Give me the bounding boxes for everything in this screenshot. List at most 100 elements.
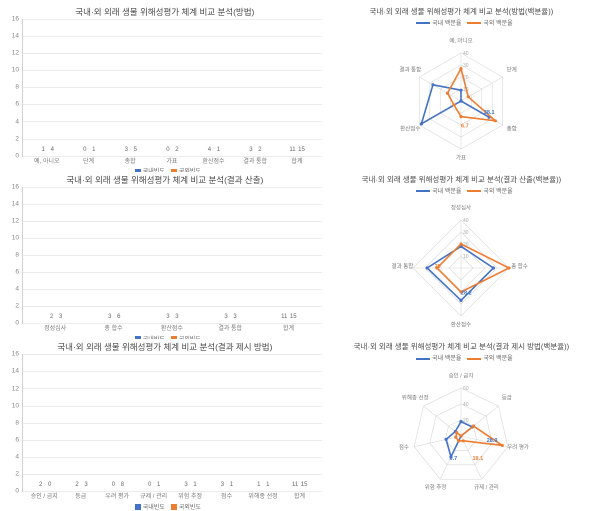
- radar-value-label: 6.7: [450, 456, 458, 462]
- bar-value-label: 1: [42, 147, 45, 153]
- y-tick-label: 12: [12, 217, 19, 224]
- radar-value-label: 38.1: [484, 110, 495, 116]
- radar-plot: 204060승인 / 금지등급우려 평가규제 / 관리위험 추정점수위해종 선정…: [330, 362, 593, 502]
- bar-value-label: 1: [92, 147, 95, 153]
- y-tick-label: 10: [12, 402, 19, 409]
- radar-axis-label: 규제 / 관리: [474, 483, 499, 491]
- plot-area: 0246810121416233633331115: [22, 187, 322, 325]
- bar-value-label: 2: [39, 482, 42, 488]
- bar-value-label: 1: [217, 147, 220, 153]
- chart-title: 국내·외 외래 생물 위해성평가 체계 비교 분석(결과 제시 방법(백분율)): [330, 339, 593, 353]
- bar-chart-panel: 국내·외 외래 생물 위해성평가 체계 비교 분석(방법)02468101214…: [4, 4, 326, 168]
- y-tick-label: 12: [12, 385, 19, 392]
- y-tick-label: 8: [15, 419, 19, 426]
- bar-value-label: 5: [134, 147, 137, 153]
- radar-plot: 10203040예, 아니오단계총합가표환산점수결과 통합38.16.7: [330, 27, 593, 167]
- bar-value-label: 11: [292, 482, 298, 488]
- radar-legend: 국내 백분율국외 백분율: [330, 353, 593, 362]
- bar-value-label: 3: [184, 482, 187, 488]
- x-axis-label: 환산점수: [143, 324, 201, 333]
- bar-value-label: 6: [117, 314, 120, 320]
- y-tick-label: 10: [12, 234, 19, 241]
- y-tick-label: 14: [12, 368, 19, 375]
- bar-value-label: 11: [281, 314, 287, 320]
- bar-value-label: 15: [290, 314, 297, 320]
- x-axis-label: 등급: [62, 492, 98, 501]
- radar-axis-label: 총합: [507, 124, 517, 132]
- y-tick-label: 6: [15, 436, 19, 443]
- x-axis-label: 위해종 선정: [245, 492, 281, 501]
- y-tick-label: 2: [15, 303, 19, 310]
- bar-value-label: 1: [157, 482, 160, 488]
- y-tick-label: 0: [15, 152, 19, 159]
- radar-axis-label: 결과 통합: [392, 262, 414, 270]
- radar-value-label: 19.1: [473, 456, 484, 462]
- y-tick-label: 8: [15, 84, 19, 91]
- x-axis-label: 위험 추정: [172, 492, 208, 501]
- y-tick-label: 6: [15, 101, 19, 108]
- radar-axis-label: 총 합수: [512, 262, 529, 270]
- radar-axis-label: 결과 통합: [400, 66, 422, 74]
- y-tick-label: 12: [12, 50, 19, 57]
- chart-title: 국내·외 외래 생물 위해성평가 체계 비교 분석(결과 산출): [4, 172, 326, 187]
- radar-value-label: 6.7: [461, 123, 469, 129]
- bar-value-label: 1: [257, 482, 260, 488]
- y-tick-label: 2: [15, 135, 19, 142]
- bar-chart-panel: 국내·외 외래 생물 위해성평가 체계 비교 분석(결과 제시 방법)02468…: [4, 339, 326, 503]
- radar-axis-label: 가표: [456, 153, 466, 161]
- plot-area: 0246810121416202308013131111115: [22, 354, 322, 492]
- chart-title: 국내·외 외래 생물 위해성평가 체계 비교 분석(방법): [4, 4, 326, 19]
- x-axis-label: 승인 / 금지: [26, 492, 62, 501]
- bar-value-label: 2: [75, 482, 78, 488]
- bar-value-label: 4: [208, 147, 211, 153]
- radar-axis-label: 환산점수: [451, 321, 471, 329]
- svg-text:40: 40: [463, 402, 469, 408]
- y-tick-label: 0: [15, 488, 19, 495]
- radar-axis-label: 등급: [502, 395, 512, 402]
- svg-text:10: 10: [463, 254, 469, 260]
- y-tick-label: 4: [15, 118, 19, 125]
- y-tick-label: 2: [15, 470, 19, 477]
- y-tick-label: 4: [15, 286, 19, 293]
- x-axis-label: 단계: [68, 157, 110, 166]
- plot-area: 02468101214161401350241321115: [22, 19, 322, 157]
- chart-grid: 국내·외 외래 생물 위해성평가 체계 비교 분석(방법)02468101214…: [0, 0, 593, 507]
- chart-title: 국내·외 외래 생물 위해성평가 체계 비교 분석(결과 산출(백분율)): [330, 172, 593, 186]
- svg-text:60: 60: [463, 386, 469, 392]
- radar-axis-label: 위험 추정: [425, 483, 447, 491]
- bar-value-label: 2: [258, 147, 261, 153]
- bar-value-label: 0: [148, 482, 151, 488]
- chart-title: 국내·외 외래 생물 위해성평가 체계 비교 분석(방법(백분율)): [330, 4, 593, 18]
- bar-legend: 국내빈도국외빈도: [4, 501, 326, 511]
- radar-chart-panel: 국내·외 외래 생물 위해성평가 체계 비교 분석(방법(백분율))국내 백분율…: [330, 4, 593, 168]
- bar-value-label: 15: [298, 147, 305, 153]
- bar-value-label: 1: [266, 482, 269, 488]
- radar-axis-label: 점수: [399, 444, 409, 451]
- radar-plot: 10203040정성심사총 합수환산점수결과 통합28.220: [330, 195, 593, 335]
- bar-value-label: 3: [84, 482, 87, 488]
- bar-value-label: 3: [166, 314, 169, 320]
- y-tick-label: 8: [15, 252, 19, 259]
- radar-axis-label: 정성심사: [451, 204, 471, 212]
- y-tick-label: 16: [12, 16, 19, 23]
- x-axis-label: 점수: [208, 492, 244, 501]
- bar-value-label: 0: [112, 482, 115, 488]
- bar-value-label: 3: [175, 314, 178, 320]
- y-tick-label: 6: [15, 269, 19, 276]
- svg-text:30: 30: [463, 230, 469, 236]
- radar-axis-label: 승인 / 금지: [449, 372, 474, 380]
- y-tick-label: 16: [12, 183, 19, 190]
- y-tick-label: 10: [12, 67, 19, 74]
- bar-value-label: 3: [125, 147, 128, 153]
- x-axis-label: 규제 / 관리: [135, 492, 171, 501]
- svg-text:30: 30: [463, 63, 469, 69]
- x-axis-label: 결과 통합: [234, 157, 276, 166]
- radar-axis-label: 우려 평가: [508, 443, 530, 451]
- y-tick-label: 14: [12, 33, 19, 40]
- bar-value-label: 0: [83, 147, 86, 153]
- radar-legend: 국내 백분율국외 백분율: [330, 18, 593, 27]
- bar-value-label: 1: [230, 482, 233, 488]
- bar-value-label: 3: [233, 314, 236, 320]
- bar-value-label: 3: [224, 314, 227, 320]
- bar-value-label: 4: [51, 147, 54, 153]
